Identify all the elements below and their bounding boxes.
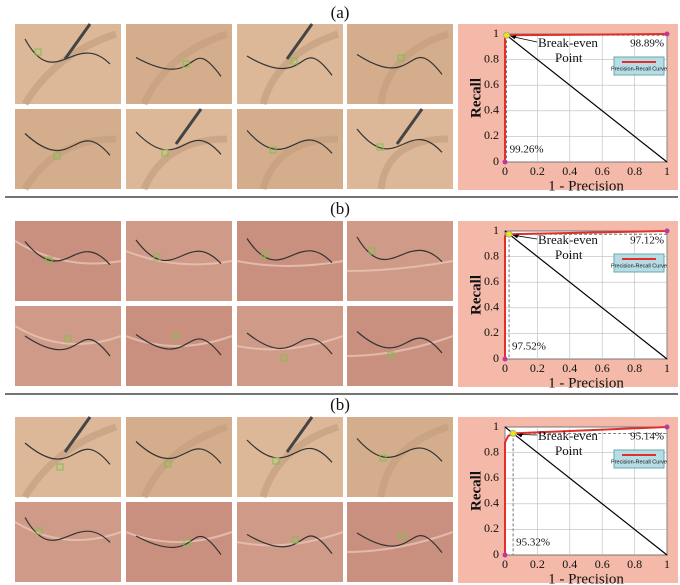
annotation: 95.14% <box>630 431 664 443</box>
photo <box>15 502 121 582</box>
legend-label: Precision-Recall Curve <box>611 66 667 72</box>
break-even-point <box>504 32 510 38</box>
figure: (a) (b) (b) 0 0.2 0.4 0.6 0.8 1 0 0.2 0.4 0.6 0.8 1 1 -… <box>0 0 680 585</box>
x-tick-label: 1 <box>664 361 670 375</box>
x-tick-label: 0.4 <box>562 361 577 375</box>
photo <box>347 221 453 301</box>
y-tick-label: 0 <box>493 351 499 365</box>
y-tick-label: 0 <box>493 547 499 561</box>
photo <box>237 221 343 301</box>
legend-label: Precision-Recall Curve <box>611 263 667 269</box>
annotation: Point <box>555 247 583 262</box>
annotation: 98.89% <box>630 38 664 50</box>
y-tick-label: 0.6 <box>484 77 499 91</box>
y-tick-label: 0 <box>493 154 499 168</box>
photo <box>237 502 343 582</box>
panel-label: (a) <box>331 3 350 22</box>
x-axis-label: 1 - Precision <box>548 375 624 391</box>
y-tick-label: 1 <box>493 419 499 433</box>
y-tick-label: 0.4 <box>484 103 499 117</box>
y-tick-label: 0.2 <box>484 325 499 339</box>
panel-label: (b) <box>330 199 350 218</box>
break-even-point <box>506 231 512 237</box>
annotation: Break-even <box>538 35 598 50</box>
endpoint <box>665 425 670 430</box>
x-tick-label: 0.8 <box>627 557 642 571</box>
x-tick-label: 0.6 <box>595 164 610 178</box>
x-tick-label: 0.2 <box>530 164 545 178</box>
x-tick-label: 0 <box>502 164 508 178</box>
photo <box>126 221 232 301</box>
panel-label: (b) <box>330 395 350 414</box>
x-tick-label: 0.4 <box>562 164 577 178</box>
annotation: Break-even <box>538 428 598 443</box>
x-tick-label: 1 <box>664 557 670 571</box>
x-axis-label: 1 - Precision <box>548 571 624 585</box>
x-tick-label: 0.8 <box>627 361 642 375</box>
legend-label: Precision-Recall Curve <box>611 459 667 465</box>
y-tick-label: 0.4 <box>484 496 499 510</box>
x-tick-label: 0.2 <box>530 557 545 571</box>
y-axis-label: Recall <box>468 275 484 315</box>
y-tick-label: 0.2 <box>484 521 499 535</box>
annotation: Point <box>555 443 583 458</box>
y-tick-label: 0.6 <box>484 274 499 288</box>
x-axis-label: 1 - Precision <box>548 178 624 194</box>
annotation: 95.32% <box>516 537 550 549</box>
x-tick-label: 0 <box>502 361 508 375</box>
annotation: 99.26% <box>510 144 544 156</box>
photo <box>347 502 453 582</box>
y-axis-label: Recall <box>468 78 484 118</box>
x-tick-label: 0 <box>502 557 508 571</box>
y-axis-label: Recall <box>468 471 484 511</box>
break-even-point <box>510 430 516 436</box>
y-tick-label: 0.8 <box>484 248 499 262</box>
y-tick-label: 1 <box>493 26 499 40</box>
x-tick-label: 0.4 <box>562 557 577 571</box>
annotation: Point <box>555 50 583 65</box>
endpoint <box>503 357 508 362</box>
y-tick-label: 0.4 <box>484 300 499 314</box>
y-tick-label: 0.2 <box>484 128 499 142</box>
x-tick-label: 1 <box>664 164 670 178</box>
y-tick-label: 1 <box>493 223 499 237</box>
annotation: 97.12% <box>630 235 664 247</box>
y-tick-label: 0.8 <box>484 444 499 458</box>
y-tick-label: 0.8 <box>484 51 499 65</box>
x-tick-label: 0.6 <box>595 557 610 571</box>
x-tick-label: 0.8 <box>627 164 642 178</box>
photo <box>15 306 121 386</box>
x-tick-label: 0.2 <box>530 361 545 375</box>
annotation: 97.52% <box>512 341 546 353</box>
annotation: Break-even <box>538 232 598 247</box>
x-tick-label: 0.6 <box>595 361 610 375</box>
endpoint <box>665 32 670 37</box>
endpoint <box>503 553 508 558</box>
y-tick-label: 0.6 <box>484 470 499 484</box>
endpoint <box>665 229 670 234</box>
endpoint <box>503 160 508 165</box>
